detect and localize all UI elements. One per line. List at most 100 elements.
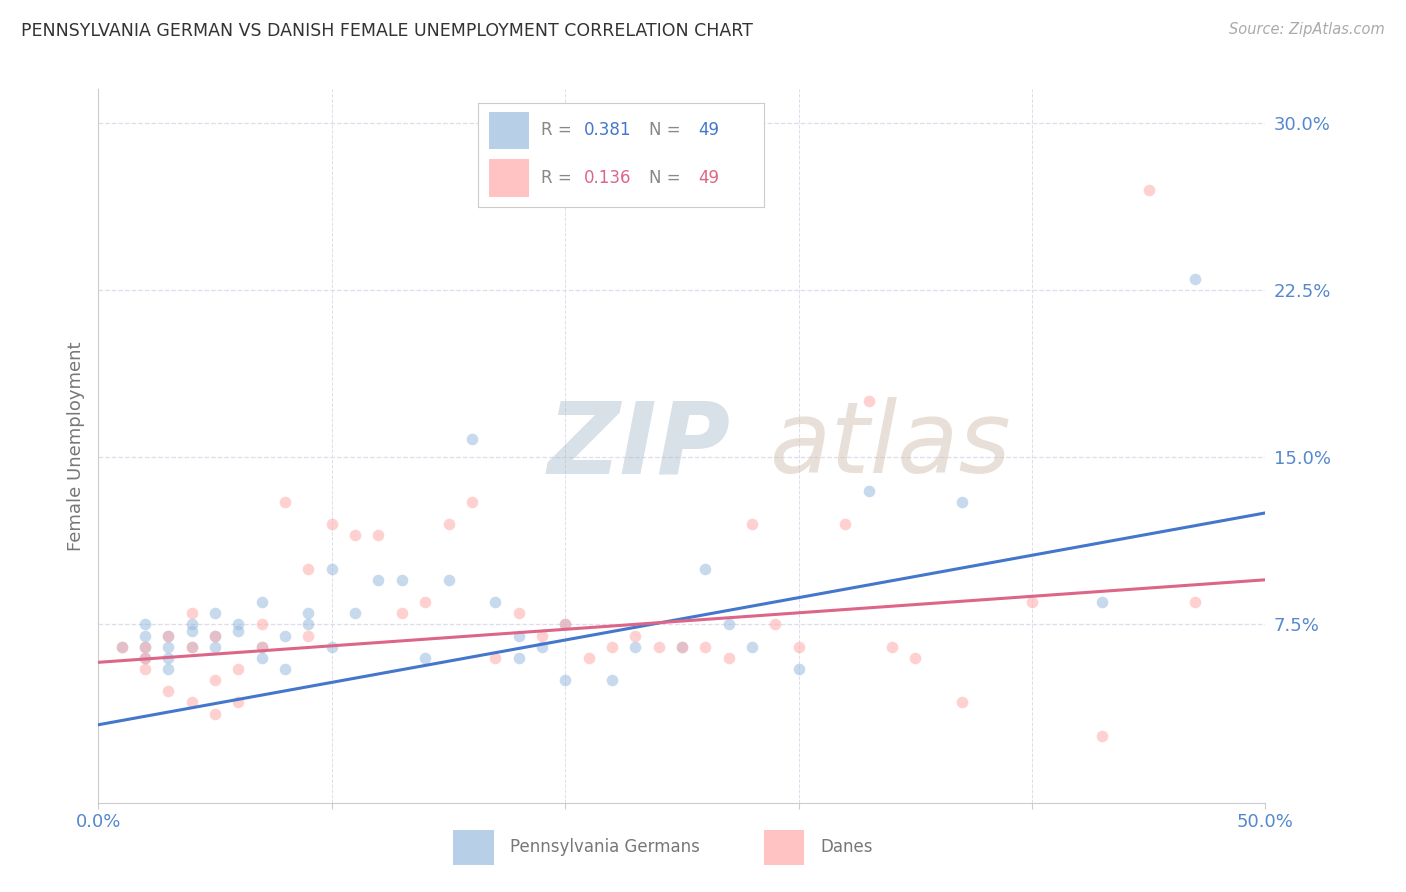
Point [157, 651, 180, 665]
Point [461, 494, 484, 508]
Point [344, 607, 367, 621]
Point [530, 640, 553, 654]
Point [554, 673, 576, 687]
Point [671, 640, 693, 654]
Point [787, 640, 810, 654]
Point [1137, 182, 1160, 196]
Point [157, 628, 180, 642]
Point [204, 628, 226, 642]
Point [600, 673, 623, 687]
Point [204, 640, 226, 654]
Point [695, 640, 717, 654]
Text: PENNSYLVANIA GERMAN VS DANISH FEMALE UNEMPLOYMENT CORRELATION CHART: PENNSYLVANIA GERMAN VS DANISH FEMALE UNE… [21, 22, 754, 40]
Point [134, 651, 156, 665]
Point [461, 432, 484, 446]
Point [367, 528, 389, 542]
Point [180, 640, 202, 654]
Text: ZIP: ZIP [548, 398, 731, 494]
Point [695, 562, 717, 576]
Point [717, 617, 740, 632]
Point [321, 640, 343, 654]
Point [111, 640, 134, 654]
Point [321, 562, 343, 576]
Point [180, 624, 202, 639]
Point [1184, 271, 1206, 285]
Point [484, 651, 506, 665]
Point [741, 517, 763, 532]
Point [413, 651, 436, 665]
Point [554, 617, 576, 632]
Point [180, 640, 202, 654]
Point [1091, 595, 1114, 609]
Point [250, 617, 273, 632]
Point [228, 624, 250, 639]
Point [484, 595, 506, 609]
Point [228, 617, 250, 632]
Point [437, 517, 460, 532]
Point [274, 494, 297, 508]
Point [228, 696, 250, 710]
Point [344, 528, 367, 542]
Point [180, 696, 202, 710]
Point [530, 628, 553, 642]
Point [321, 517, 343, 532]
Point [624, 640, 647, 654]
Point [134, 662, 156, 676]
Point [437, 573, 460, 587]
Point [204, 607, 226, 621]
Text: Source: ZipAtlas.com: Source: ZipAtlas.com [1229, 22, 1385, 37]
Point [391, 573, 413, 587]
Point [858, 483, 880, 498]
Point [880, 640, 903, 654]
Point [134, 617, 156, 632]
Point [600, 640, 623, 654]
Point [367, 573, 389, 587]
Point [1091, 729, 1114, 743]
Point [391, 607, 413, 621]
Point [741, 640, 763, 654]
Point [950, 696, 973, 710]
Point [204, 706, 226, 721]
Point [297, 628, 319, 642]
Point [297, 562, 319, 576]
Y-axis label: Female Unemployment: Female Unemployment [66, 342, 84, 550]
Point [134, 628, 156, 642]
Point [250, 640, 273, 654]
Point [134, 651, 156, 665]
Point [413, 595, 436, 609]
Point [134, 640, 156, 654]
Point [180, 607, 202, 621]
Point [157, 684, 180, 698]
Point [157, 640, 180, 654]
Point [250, 640, 273, 654]
Point [554, 617, 576, 632]
Point [763, 617, 786, 632]
Point [204, 673, 226, 687]
Point [717, 651, 740, 665]
Point [624, 628, 647, 642]
Point [157, 662, 180, 676]
Point [157, 628, 180, 642]
Point [134, 640, 156, 654]
Point [508, 628, 530, 642]
Point [274, 628, 297, 642]
Text: atlas: atlas [769, 398, 1011, 494]
Point [858, 394, 880, 409]
Point [274, 662, 297, 676]
Point [508, 651, 530, 665]
Point [787, 662, 810, 676]
Point [578, 651, 600, 665]
Point [950, 494, 973, 508]
Point [204, 628, 226, 642]
Point [111, 640, 134, 654]
Point [250, 651, 273, 665]
Point [1021, 595, 1043, 609]
Point [1184, 595, 1206, 609]
Point [297, 607, 319, 621]
Point [297, 617, 319, 632]
Point [250, 595, 273, 609]
Point [228, 662, 250, 676]
Point [671, 640, 693, 654]
Point [508, 607, 530, 621]
Point [904, 651, 927, 665]
